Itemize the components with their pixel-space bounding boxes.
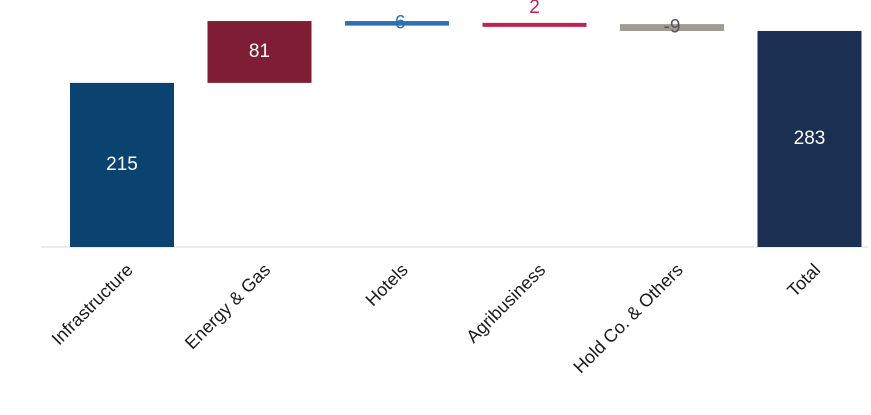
- data-label-2: -6: [389, 12, 406, 33]
- data-labels-group: 215 81 -6 2 -9 283: [106, 0, 825, 175]
- bar-total: [757, 30, 862, 247]
- x-tick-labels-group: Infrastructure Energy & Gas Hotels Agribusi…: [48, 260, 825, 377]
- bar-agribusiness: [482, 22, 587, 27]
- x-tick-label-4: Hold Co. & Others: [569, 260, 686, 377]
- x-tick-label-3: Agribusiness: [462, 260, 549, 347]
- x-tick-label-0: Infrastructure: [48, 260, 137, 349]
- data-label-3: 2: [529, 0, 540, 18]
- data-label-0: 215: [106, 154, 138, 175]
- data-label-4: -9: [664, 17, 681, 38]
- x-tick-label-2: Hotels: [362, 260, 412, 310]
- bar-hotels: [345, 21, 449, 26]
- bar-energy-gas: [207, 21, 312, 83]
- x-tick-label-1: Energy & Gas: [181, 260, 274, 353]
- bars-group: [70, 21, 862, 247]
- bar-infrastructure: [70, 82, 174, 247]
- data-label-5: 283: [794, 128, 826, 149]
- bar-hold-co-others: [620, 24, 724, 31]
- x-tick-label-5: Total: [783, 260, 824, 301]
- data-label-1: 81: [249, 41, 270, 62]
